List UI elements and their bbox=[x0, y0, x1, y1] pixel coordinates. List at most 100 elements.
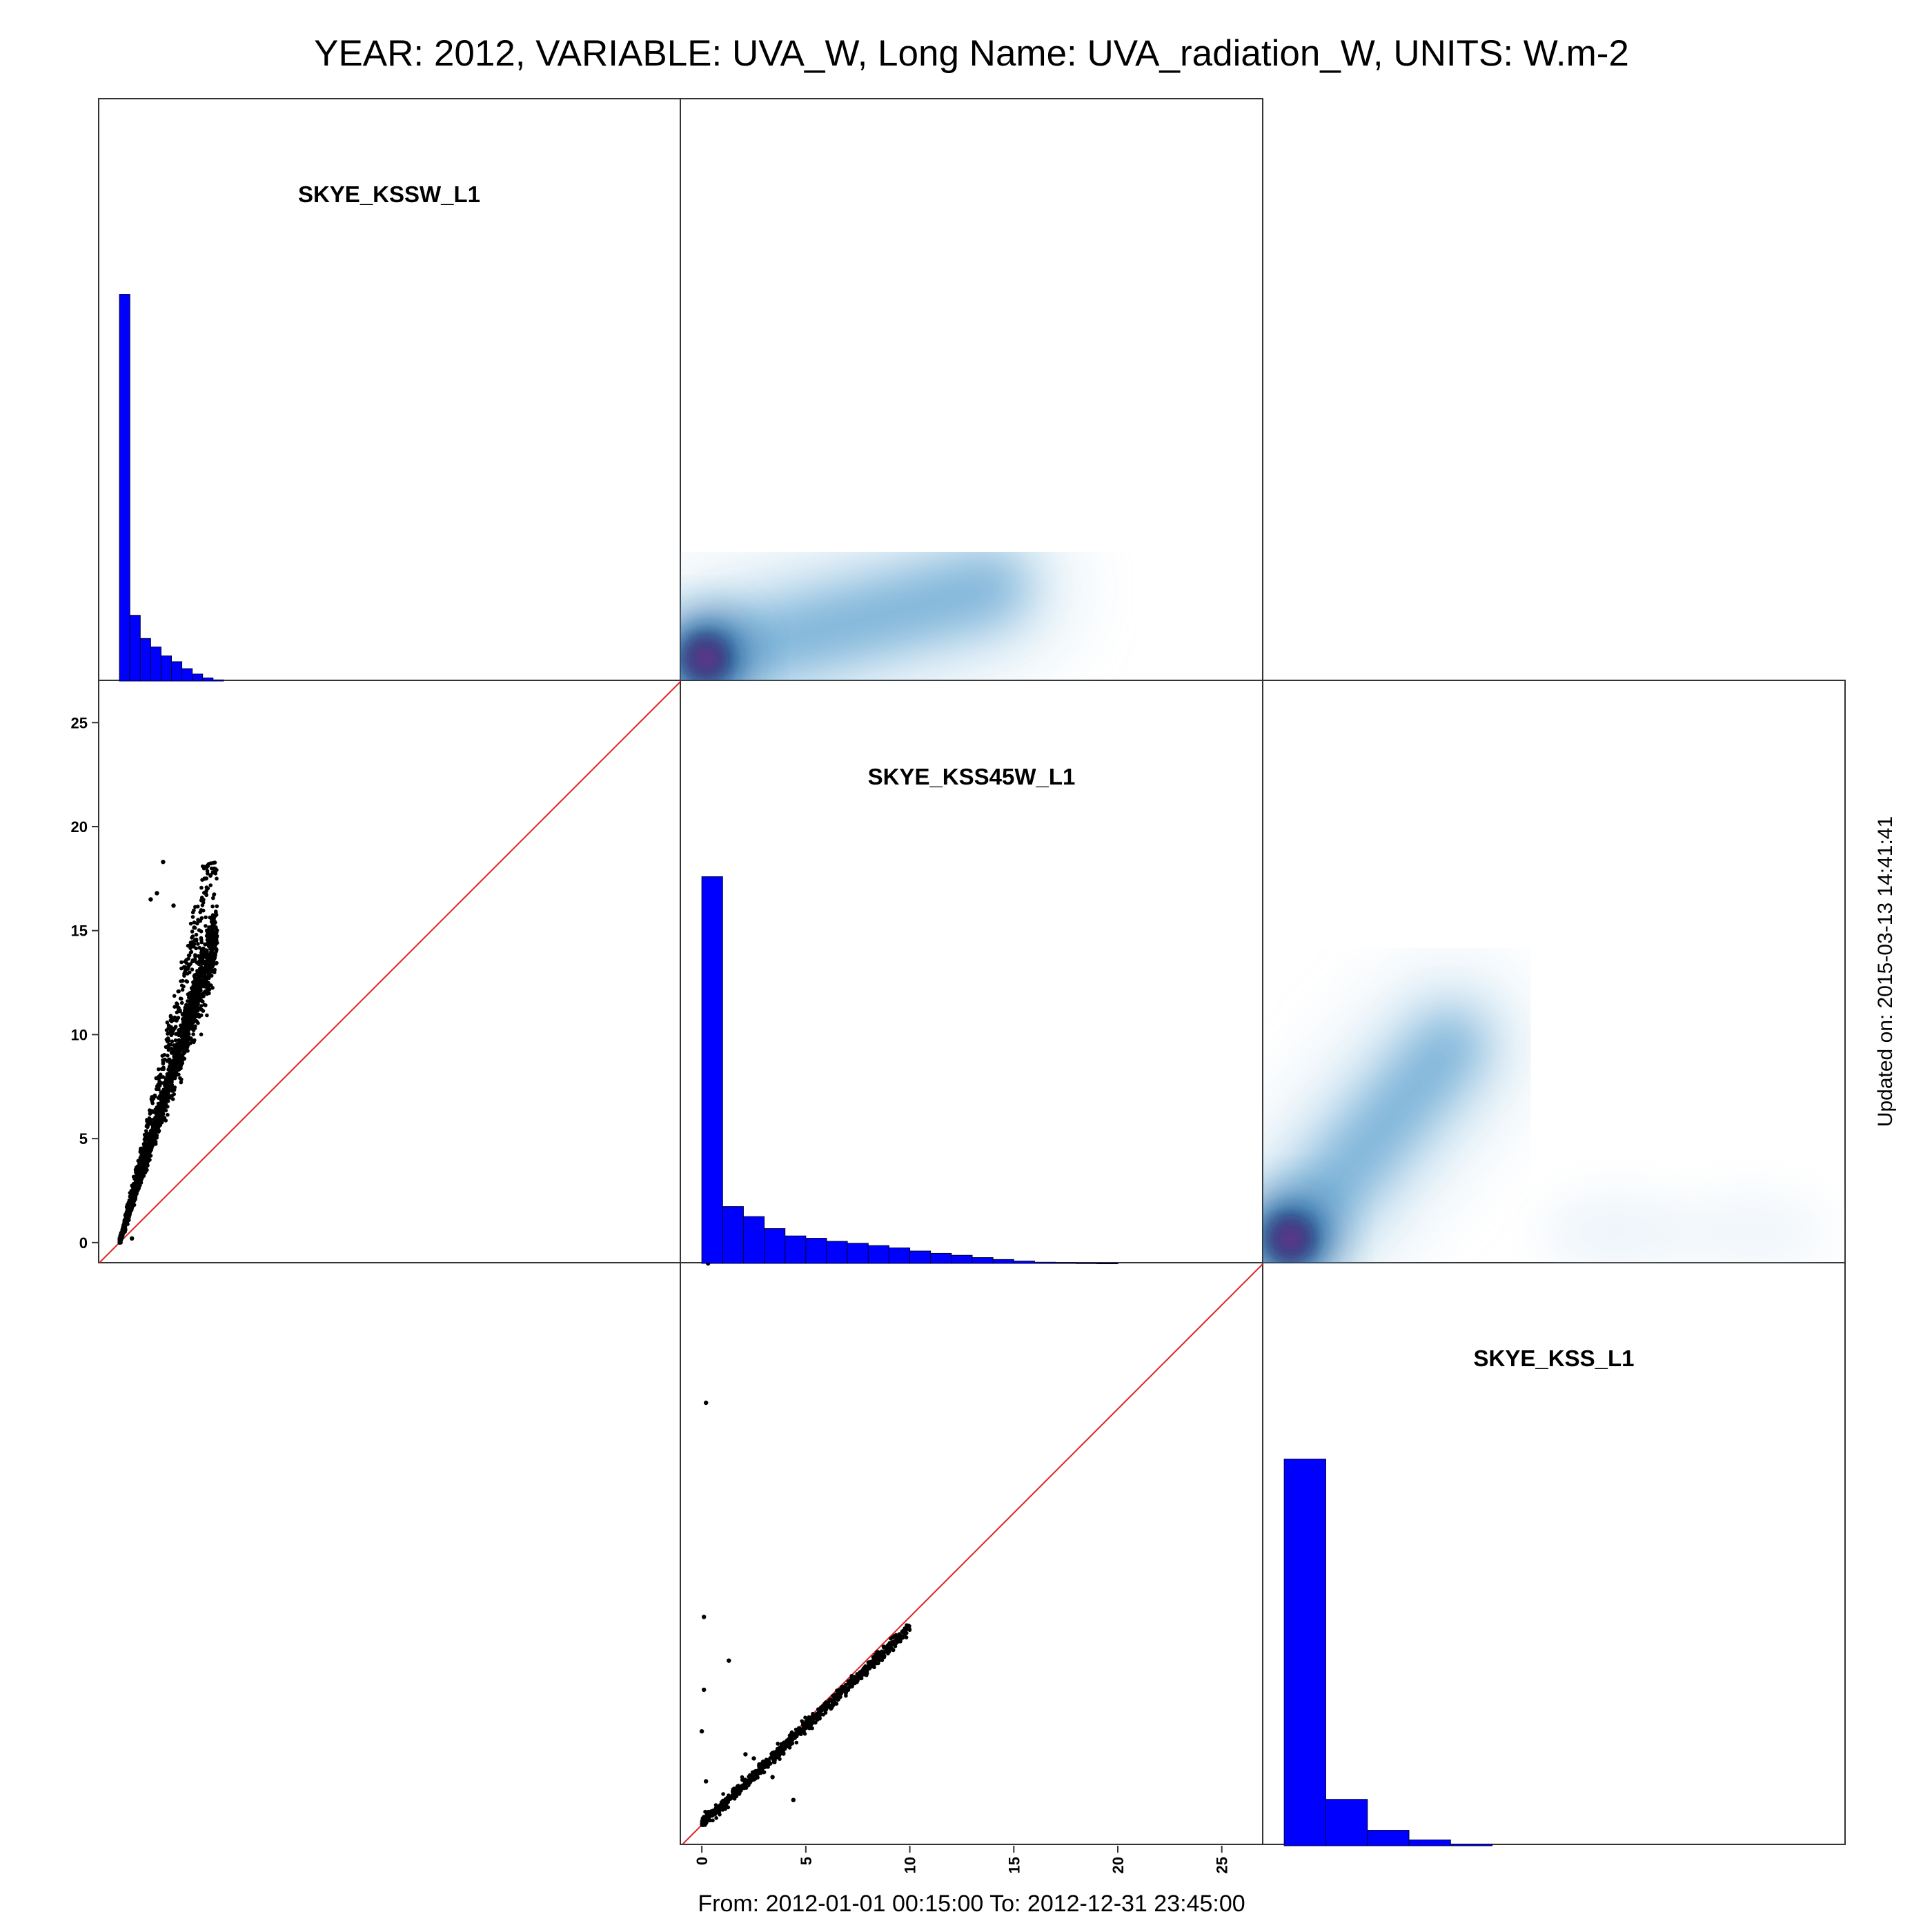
scatter-point bbox=[188, 991, 193, 995]
scatter-point bbox=[166, 1087, 170, 1092]
scatter-point bbox=[713, 1803, 718, 1807]
scatter-point bbox=[210, 951, 214, 956]
scatter-point bbox=[129, 1202, 133, 1206]
scatter-point bbox=[136, 1159, 141, 1163]
scatter-point bbox=[153, 1130, 157, 1134]
scatter-point bbox=[167, 1057, 171, 1062]
y-axis-left: 0 5 10 15 20 25 bbox=[71, 714, 99, 1252]
scatter-point bbox=[176, 1056, 181, 1060]
scatter-point bbox=[187, 1041, 191, 1046]
scatter-point bbox=[183, 965, 188, 969]
scatter-point bbox=[771, 1751, 776, 1755]
scatter-point bbox=[852, 1681, 857, 1685]
scatter-point bbox=[794, 1740, 799, 1745]
scatter-point bbox=[184, 961, 189, 965]
scatter-point bbox=[865, 1665, 870, 1669]
scatter-point bbox=[173, 1049, 178, 1054]
scatter-point bbox=[141, 1143, 146, 1147]
scatter-point bbox=[175, 1002, 179, 1007]
scatter-point bbox=[206, 963, 210, 967]
scatter-point bbox=[212, 957, 216, 962]
scatter-point bbox=[712, 1811, 716, 1815]
scatter-point bbox=[716, 1808, 721, 1813]
scatter-point bbox=[146, 1163, 150, 1167]
scatter-point bbox=[170, 1097, 175, 1101]
scatter-point bbox=[198, 910, 203, 914]
histogram-bar bbox=[951, 1254, 973, 1264]
scatter-point bbox=[204, 976, 208, 980]
scatter-point bbox=[799, 1727, 803, 1732]
scatter-point bbox=[157, 1074, 162, 1078]
histogram-bar bbox=[150, 647, 161, 682]
scatter-point bbox=[733, 1793, 738, 1797]
scatter-point bbox=[172, 1085, 177, 1090]
scatter-outlier bbox=[161, 860, 166, 865]
scatter-point bbox=[174, 1044, 179, 1049]
scatter-point bbox=[198, 957, 203, 961]
x-tick-label: 25 bbox=[1214, 1857, 1231, 1873]
histogram-bar bbox=[1367, 1830, 1410, 1846]
scatter-point bbox=[206, 972, 211, 977]
scatter-point bbox=[866, 1660, 871, 1665]
histogram-bar bbox=[181, 668, 193, 682]
scatter-point bbox=[192, 974, 197, 978]
scatter-point bbox=[183, 1015, 187, 1020]
histogram-3 bbox=[1283, 1459, 1493, 1846]
scatter-point bbox=[193, 926, 197, 930]
scatter-point bbox=[175, 1063, 179, 1067]
histogram-bar bbox=[764, 1228, 786, 1264]
histogram-bar bbox=[213, 679, 224, 682]
scatter-point bbox=[190, 941, 195, 946]
scatter-point bbox=[181, 1021, 186, 1025]
density-peak bbox=[692, 644, 720, 672]
y-tick-label: 25 bbox=[71, 714, 88, 731]
scatter-point bbox=[894, 1638, 898, 1642]
scatter-point bbox=[802, 1732, 807, 1736]
scatter-point bbox=[894, 1641, 898, 1646]
scatter-point bbox=[175, 1010, 179, 1014]
histogram-bar bbox=[171, 661, 183, 682]
scatter-point bbox=[167, 1042, 171, 1047]
scatter-outlier bbox=[704, 1400, 709, 1406]
scatter-point bbox=[184, 1033, 188, 1037]
scatter-point bbox=[126, 1215, 131, 1219]
scatter-point bbox=[714, 1816, 718, 1820]
scatter-point bbox=[203, 952, 208, 956]
scatter-point bbox=[903, 1633, 907, 1637]
scatter-point bbox=[185, 1011, 190, 1015]
scatter-point bbox=[803, 1715, 807, 1719]
density-ridge bbox=[680, 554, 1026, 680]
histogram-bar bbox=[722, 1206, 744, 1264]
scatter-point bbox=[179, 996, 184, 1001]
scatter-point bbox=[172, 1026, 177, 1030]
scatter-point bbox=[193, 953, 197, 957]
scatter-point bbox=[740, 1777, 745, 1782]
scatter-point bbox=[148, 1147, 153, 1152]
density-panel-2 bbox=[1263, 979, 1828, 1263]
scatter-point bbox=[208, 960, 213, 964]
scatter-point bbox=[779, 1746, 784, 1750]
scatter-outlier bbox=[704, 1779, 709, 1784]
scatter-point bbox=[765, 1758, 770, 1763]
scatter-point bbox=[208, 915, 213, 920]
scatter-point bbox=[186, 1003, 190, 1007]
scatter-point bbox=[154, 1087, 159, 1092]
scatter-point bbox=[859, 1670, 864, 1675]
scatter-point bbox=[720, 1806, 724, 1811]
scatter-point bbox=[148, 1110, 152, 1114]
scatter-point bbox=[195, 960, 199, 965]
y-tick-label: 0 bbox=[79, 1234, 88, 1252]
scatter-point bbox=[139, 1146, 143, 1151]
scatter-point bbox=[756, 1771, 760, 1775]
scatter-point bbox=[742, 1783, 747, 1787]
scatter-point bbox=[215, 876, 219, 881]
scatter-point bbox=[703, 1809, 707, 1814]
scatter-point bbox=[215, 904, 219, 909]
scatter-point bbox=[762, 1770, 767, 1775]
scatter-point bbox=[848, 1679, 852, 1684]
scatter-point bbox=[168, 1061, 172, 1065]
scatter-point bbox=[814, 1712, 819, 1716]
x-tick-label: 0 bbox=[693, 1857, 711, 1865]
scatter-point bbox=[165, 1098, 169, 1103]
scatter-point bbox=[172, 994, 177, 998]
